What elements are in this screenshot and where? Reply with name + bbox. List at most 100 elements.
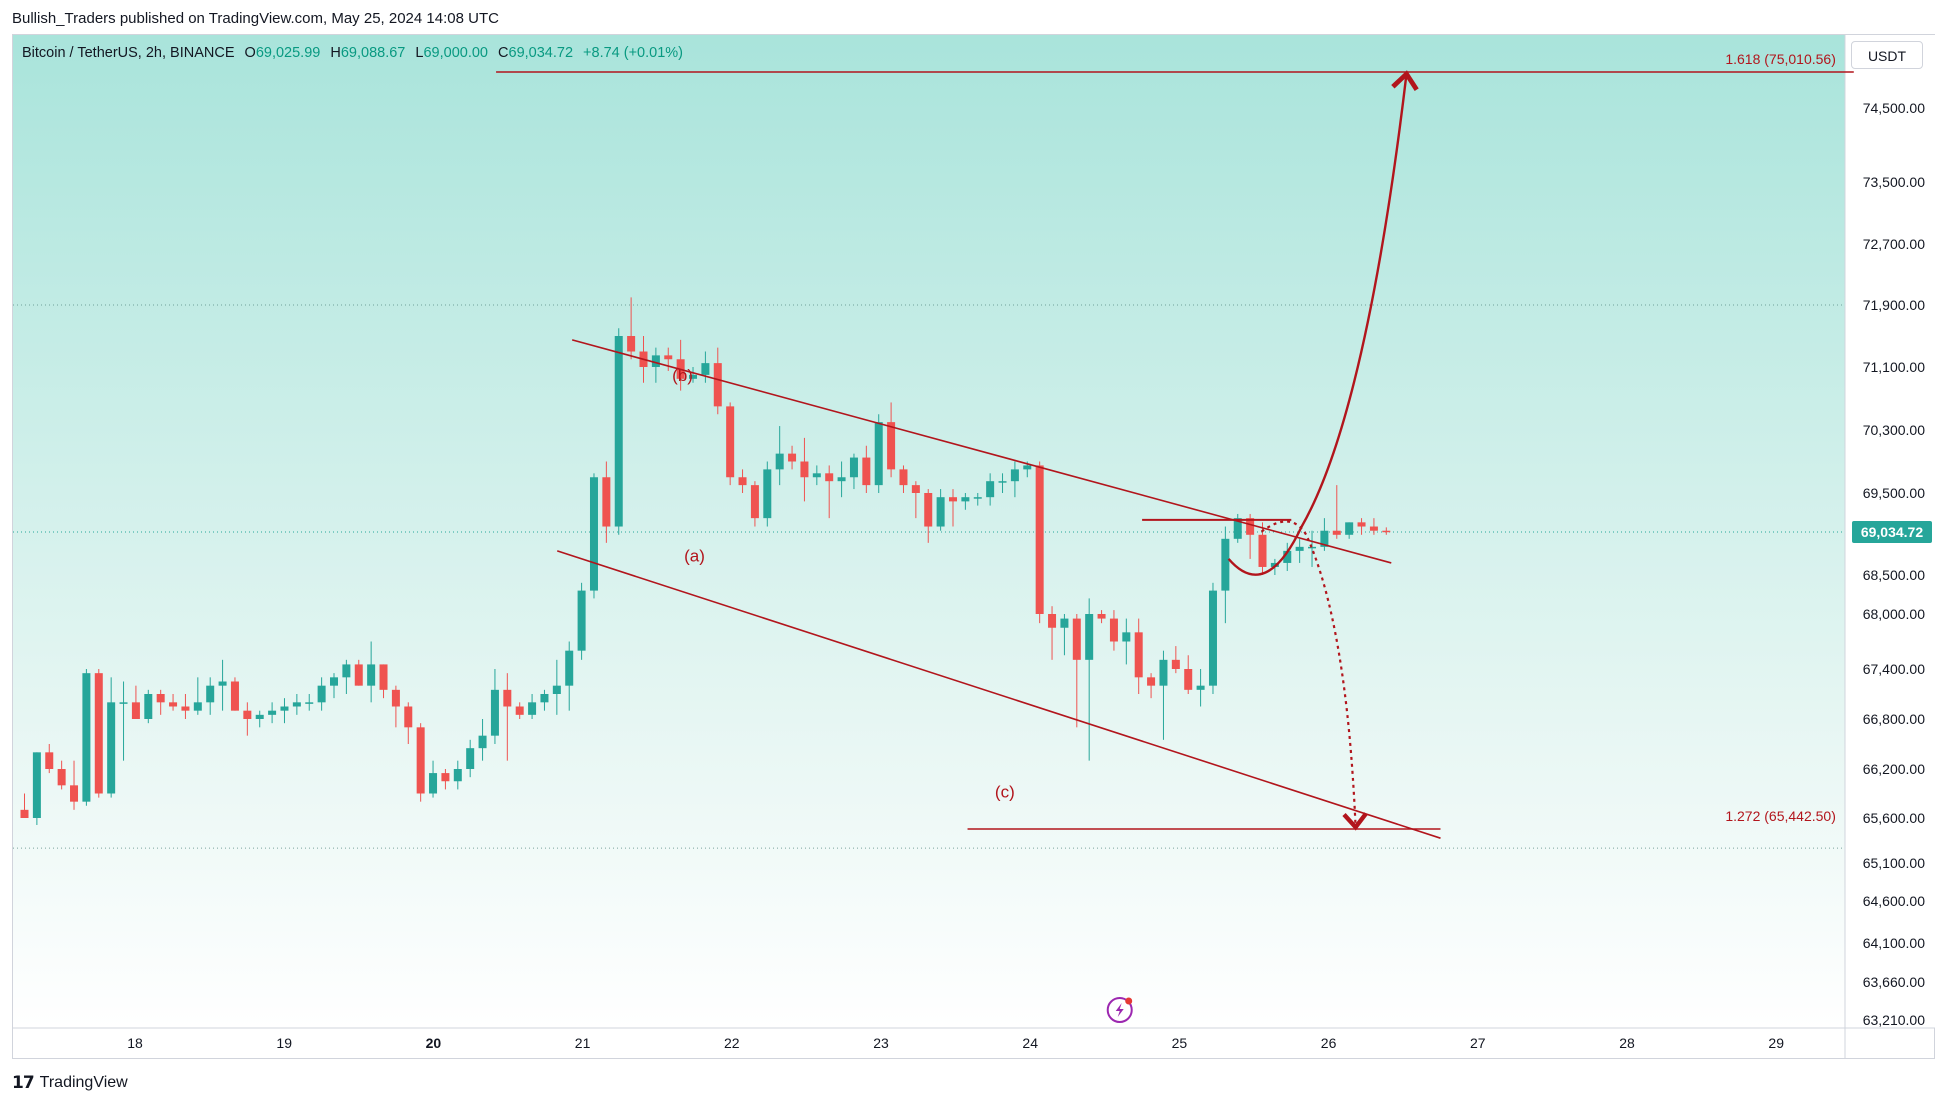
candle[interactable]: [862, 445, 871, 493]
candle[interactable]: [1048, 606, 1057, 660]
candle[interactable]: [986, 473, 995, 506]
candle[interactable]: [577, 582, 586, 660]
candle[interactable]: [713, 347, 722, 415]
candle[interactable]: [206, 677, 215, 715]
candle[interactable]: [305, 694, 314, 711]
candle[interactable]: [701, 351, 710, 383]
candle[interactable]: [1295, 538, 1304, 563]
candle[interactable]: [837, 461, 846, 498]
currency-button[interactable]: USDT: [1851, 41, 1923, 69]
candle[interactable]: [1122, 618, 1131, 665]
candle[interactable]: [243, 702, 252, 736]
candle[interactable]: [1283, 542, 1292, 571]
candle[interactable]: [20, 793, 29, 819]
candle[interactable]: [689, 367, 698, 383]
candle[interactable]: [119, 681, 128, 761]
candle[interactable]: [255, 710, 264, 728]
candle[interactable]: [1184, 655, 1193, 694]
candle[interactable]: [1035, 461, 1044, 624]
candle[interactable]: [1332, 485, 1341, 539]
candle[interactable]: [1134, 618, 1143, 694]
candle[interactable]: [664, 347, 673, 371]
candle[interactable]: [32, 752, 41, 825]
candle[interactable]: [429, 760, 438, 798]
candle[interactable]: [280, 698, 289, 724]
candle[interactable]: [1085, 598, 1094, 761]
candle[interactable]: [94, 669, 103, 798]
candle[interactable]: [169, 694, 178, 711]
candle[interactable]: [1345, 522, 1354, 539]
candle[interactable]: [82, 669, 91, 806]
bearish-projection-arrow[interactable]: [1260, 520, 1368, 831]
candle[interactable]: [156, 689, 165, 715]
lower-channel-line[interactable]: [556, 550, 1441, 839]
candle[interactable]: [367, 641, 376, 703]
candle[interactable]: [107, 677, 116, 798]
candle[interactable]: [825, 465, 834, 519]
candle[interactable]: [949, 489, 957, 527]
candle[interactable]: [45, 744, 54, 774]
candle[interactable]: [1159, 650, 1168, 740]
candle[interactable]: [1109, 610, 1118, 651]
candle[interactable]: [391, 685, 400, 728]
upper-channel-line[interactable]: [571, 339, 1392, 564]
candle[interactable]: [565, 641, 574, 711]
candle[interactable]: [849, 453, 858, 490]
tradingview-logo[interactable]: 𝟭𝟳 TradingView: [12, 1073, 128, 1093]
candle[interactable]: [1171, 646, 1180, 674]
candle[interactable]: [416, 723, 425, 802]
candle[interactable]: [1308, 530, 1317, 567]
candle[interactable]: [342, 659, 351, 694]
candle[interactable]: [466, 739, 475, 778]
bullish-projection-arrow[interactable]: [1227, 70, 1419, 576]
candle[interactable]: [218, 659, 227, 711]
candle[interactable]: [268, 702, 277, 724]
candle[interactable]: [936, 489, 945, 531]
candle[interactable]: [1233, 513, 1242, 543]
candle[interactable]: [800, 437, 809, 502]
candle[interactable]: [131, 685, 140, 719]
symbol-name[interactable]: Bitcoin / TetherUS, 2h, BINANCE: [22, 45, 235, 61]
candle[interactable]: [589, 473, 598, 599]
candle[interactable]: [181, 694, 190, 719]
candle[interactable]: [602, 461, 611, 543]
candle[interactable]: [627, 297, 636, 360]
candle[interactable]: [1010, 461, 1019, 498]
candle[interactable]: [330, 673, 338, 699]
candle[interactable]: [738, 469, 747, 493]
candle[interactable]: [1060, 614, 1069, 656]
candle[interactable]: [503, 673, 512, 761]
candle[interactable]: [515, 702, 524, 719]
candle[interactable]: [775, 426, 784, 486]
candle[interactable]: [552, 659, 561, 715]
candle[interactable]: [354, 659, 363, 686]
candle[interactable]: [292, 694, 301, 715]
candle[interactable]: [874, 414, 883, 493]
candle[interactable]: [1196, 669, 1205, 707]
candle[interactable]: [1357, 518, 1366, 535]
candle[interactable]: [453, 760, 462, 790]
candle[interactable]: [478, 719, 487, 761]
candle[interactable]: [924, 489, 933, 543]
candle[interactable]: [998, 473, 1007, 493]
candle[interactable]: [1097, 610, 1106, 624]
candle[interactable]: [614, 328, 623, 535]
candle[interactable]: [230, 677, 239, 711]
candle[interactable]: [812, 465, 821, 486]
candle[interactable]: [1246, 513, 1255, 559]
candle[interactable]: [1369, 518, 1378, 535]
candle[interactable]: [973, 493, 982, 506]
candle[interactable]: [899, 465, 908, 493]
candle[interactable]: [911, 481, 920, 519]
candle[interactable]: [788, 445, 797, 470]
lightning-bolt-icon[interactable]: [1106, 997, 1133, 1023]
candle[interactable]: [887, 402, 896, 478]
candle[interactable]: [1382, 527, 1391, 535]
candle[interactable]: [404, 702, 413, 744]
candle[interactable]: [1208, 582, 1217, 694]
candle[interactable]: [193, 677, 202, 715]
candle[interactable]: [726, 402, 735, 486]
candle[interactable]: [379, 664, 388, 699]
candle[interactable]: [1147, 673, 1156, 699]
